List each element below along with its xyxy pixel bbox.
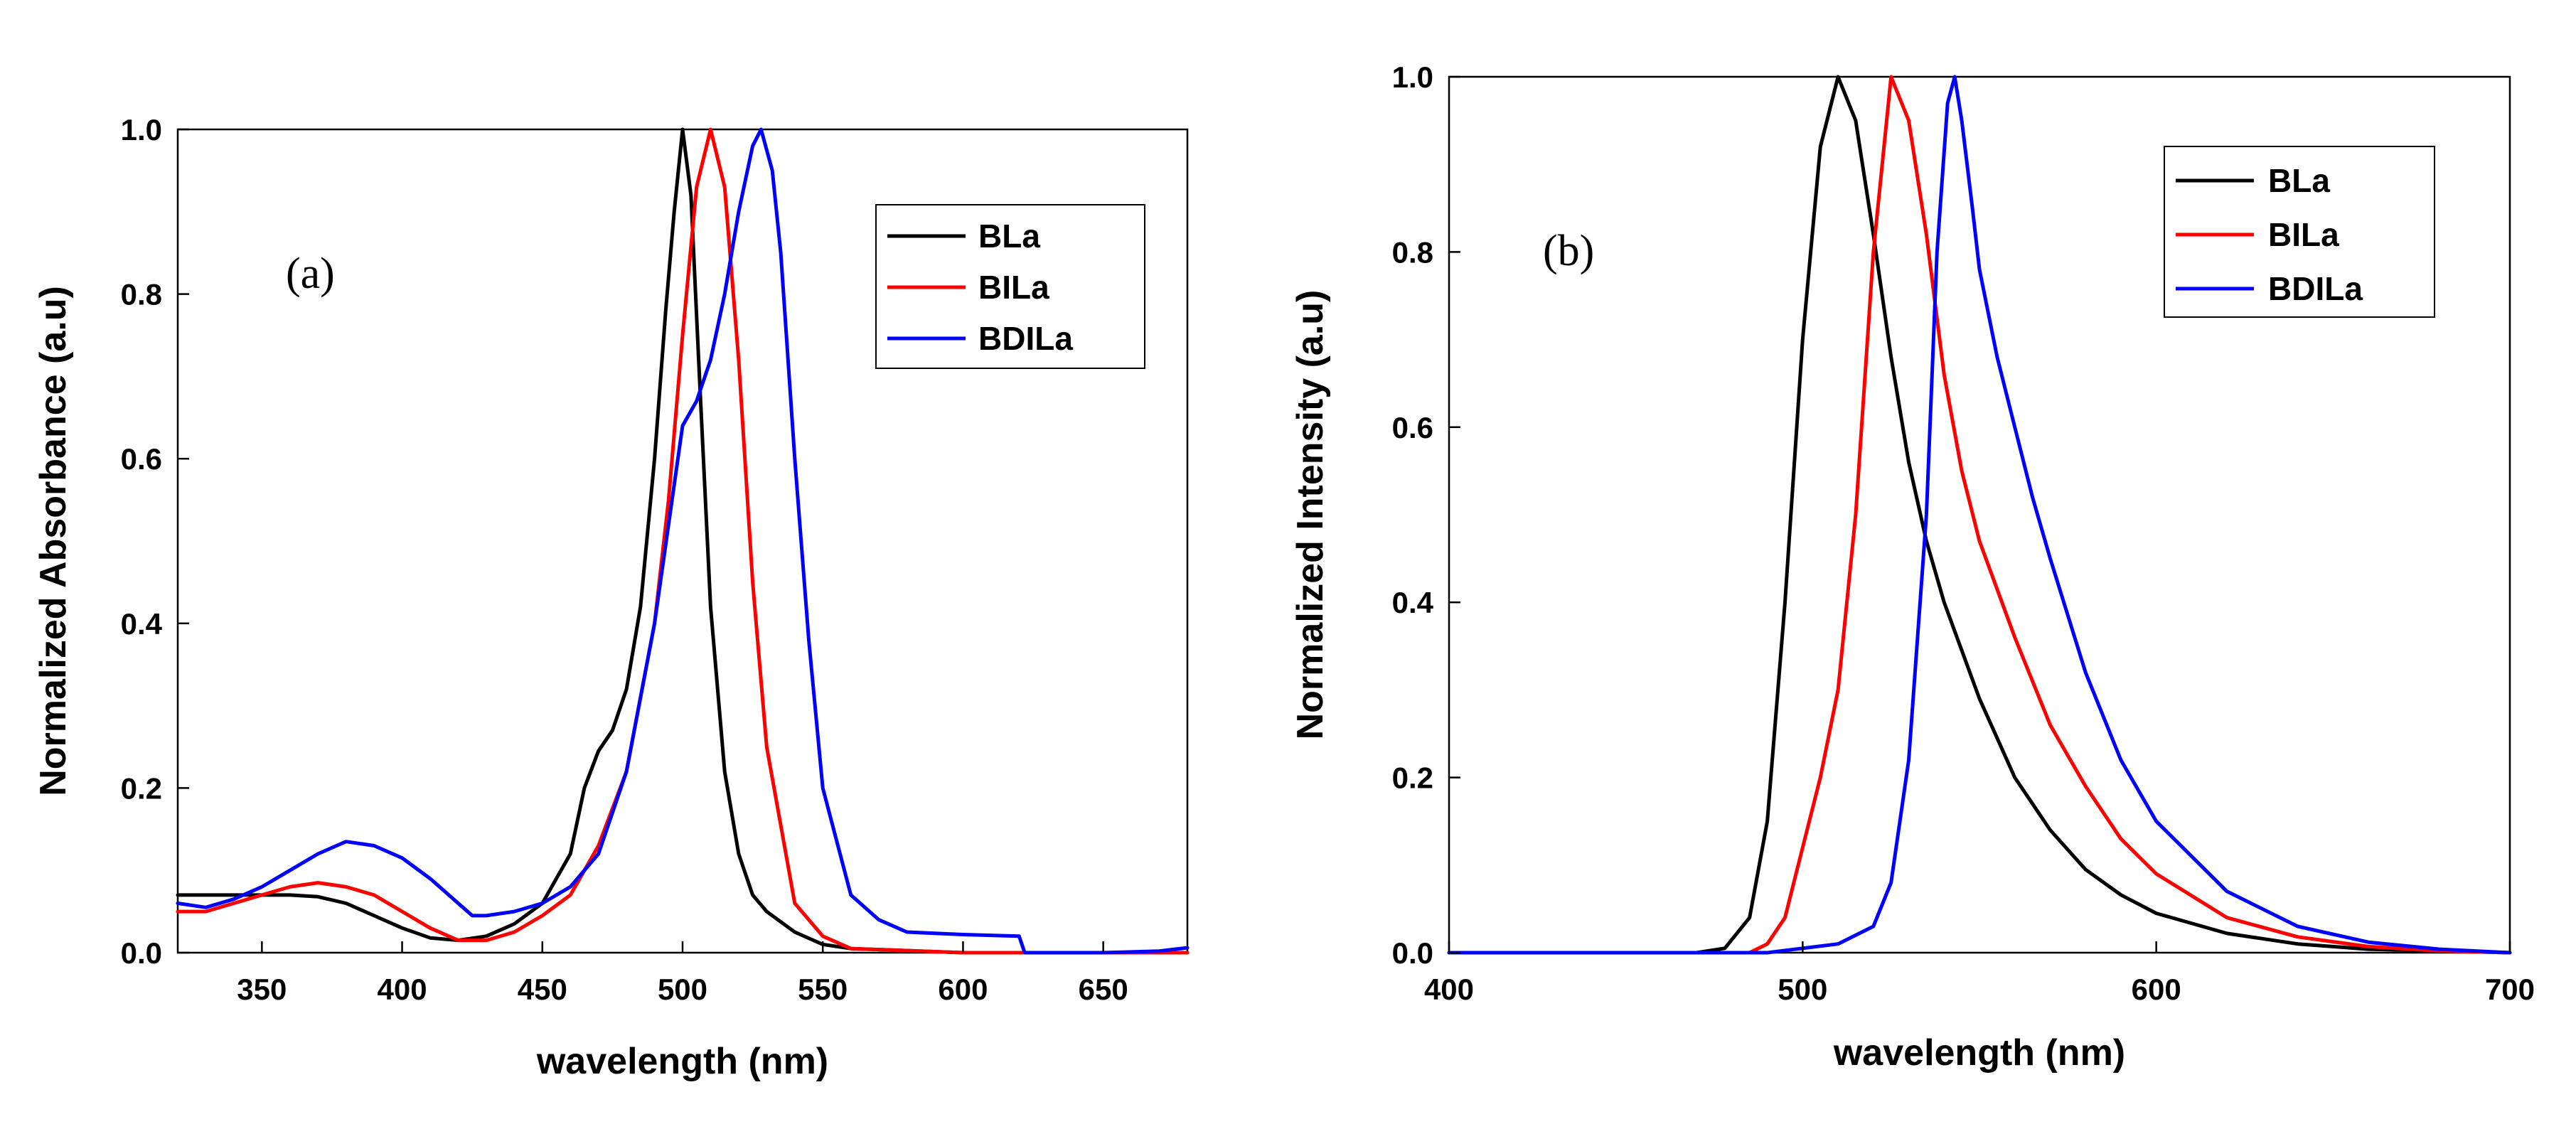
panel-label-b: (b) [1543,227,1594,275]
series-line-bdila-b [1447,75,2512,955]
series-line-bla-a [176,127,1190,955]
x-tick-label-a: 550 [798,973,848,1006]
legend-label-bdila-b: BDILa [2268,270,2363,307]
legend-label-bila-a: BILa [978,269,1049,306]
y-tick-label-a: 0.2 [121,771,162,805]
legend-label-bla-a: BLa [978,218,1040,255]
y-tick-label-b: 0.6 [1392,411,1433,444]
y-tick-label-a: 0.0 [121,936,162,970]
y-tick-label-b: 0.2 [1392,761,1433,795]
x-axis-title-b: wavelength (nm) [1833,1032,2125,1074]
legend-label-bila-b: BILa [2268,216,2339,253]
y-tick-label-a: 0.4 [121,607,163,641]
x-tick-label-b: 600 [2132,973,2181,1006]
y-tick-label-b: 0.4 [1392,586,1434,619]
y-tick-label-b: 0.8 [1392,235,1433,269]
x-tick-label-b: 700 [2485,973,2535,1006]
legend-a: BLa BILa BDILa [875,204,1145,369]
legend-label-bla-b: BLa [2268,162,2330,199]
y-tick-label-a: 0.8 [121,278,162,311]
legend-b: BLa BILa BDILa [2164,146,2435,318]
x-tick-label-a: 600 [938,973,988,1006]
chart-panel-a: 350 400 450 500 550 600 6500.00.20.40.60.81.0 … [33,113,1190,1082]
y-axis-title-b: Normalized Intensity (a.u) [1290,290,1331,740]
x-tick-label-a: 400 [378,973,427,1006]
ticks-layer-b: 400 500 600 700 0.0 0.2 0.4 0.6 0.8 1.0 [1392,60,2535,1006]
series-line-bila-a [176,127,1190,955]
x-axis-title-a: wavelength (nm) [536,1041,828,1082]
series-layer-a [176,127,1190,955]
x-tick-label-a: 500 [658,973,707,1006]
panel-label-a: (a) [286,250,335,298]
x-tick-label-b: 500 [1778,973,1827,1006]
series-line-bla-b [1447,75,2512,955]
plot-area-b [1448,75,2511,954]
series-layer-b [1447,75,2512,955]
x-tick-label-a: 450 [518,973,567,1006]
y-axis-title-a: Normalized Absorbance (a.u) [33,286,74,796]
y-tick-label-a: 0.6 [121,442,162,476]
x-tick-label-a: 350 [237,973,287,1006]
ticks-layer-a: 350 400 450 500 550 600 650 0.0 0.2 0.4 0.6 0.8 1.0 [121,113,1128,1006]
y-tick-label-a: 1.0 [121,113,162,146]
y-tick-label-b: 1.0 [1392,60,1433,94]
chart-panel-b: 400 500 600 700 0.0 0.2 0.4 0.6 0.8 1.0 wavelengt… [1290,60,2535,1074]
series-line-bila-b [1447,75,2512,955]
x-tick-label-a: 650 [1079,973,1128,1006]
legend-label-bdila-a: BDILa [978,320,1073,357]
x-tick-label-b: 400 [1424,973,1474,1006]
y-tick-label-b: 0.0 [1392,936,1433,970]
series-line-bdila-a [176,127,1190,955]
